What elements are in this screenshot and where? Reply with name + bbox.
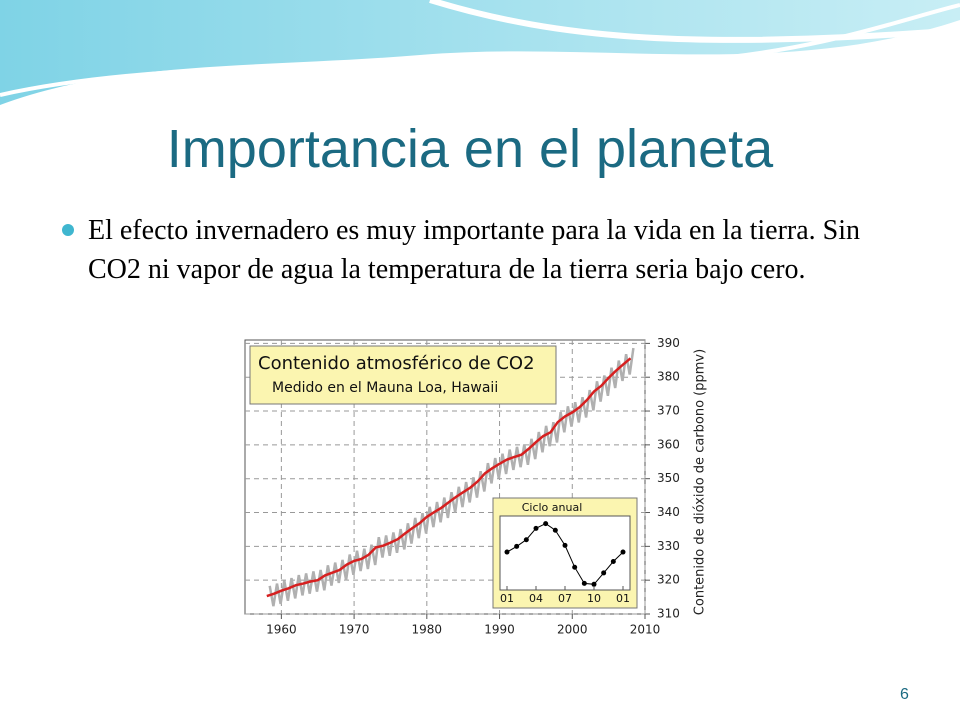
x-tick-label: 1960 — [266, 623, 297, 637]
y-tick-label: 350 — [657, 471, 680, 485]
chart-subtitle: Medido en el Mauna Loa, Hawaii — [272, 380, 498, 396]
bullet-dot — [62, 224, 74, 236]
y-tick-label: 390 — [657, 336, 680, 350]
inset-point — [552, 527, 558, 533]
inset-point — [523, 537, 529, 543]
header-wave-line — [0, 3, 960, 97]
series-line — [268, 347, 635, 607]
inset-point — [620, 549, 626, 555]
inset-point — [591, 581, 597, 587]
header-wave-line — [429, 0, 960, 43]
inset-point — [601, 570, 607, 576]
inset-point — [610, 559, 616, 565]
y-tick-label: 360 — [657, 437, 680, 451]
y-tick-label: 320 — [657, 573, 680, 587]
co2-chart: 310 320 330 340 350 360 370 380 390 1960 1970 1980 1… — [244, 336, 708, 637]
bullet-text: El efecto invernadero es muy importante … — [88, 215, 861, 285]
y-tick-label: 380 — [657, 370, 680, 384]
y-tick-label: 340 — [657, 505, 680, 519]
inset-tick-label: 04 — [529, 592, 543, 605]
y-axis-label: Contenido de dióxido de carbono (ppmv) — [693, 349, 708, 615]
y-tick-label: 330 — [657, 539, 680, 553]
x-tick-label: 1990 — [484, 623, 515, 637]
slide-title: Importancia en el planeta — [166, 119, 774, 179]
inset-title: Ciclo anual — [522, 501, 583, 514]
y-tick-label: 370 — [657, 404, 680, 418]
inset-point — [562, 542, 568, 548]
x-tick-label: 2000 — [557, 623, 588, 637]
x-tick-label: 1980 — [412, 623, 443, 637]
inset-point — [543, 521, 549, 527]
inset-point — [514, 543, 520, 549]
inset-tick-label: 10 — [587, 592, 601, 605]
title-box — [249, 345, 557, 405]
chart-title: Contenido atmosférico de CO2 — [258, 353, 535, 374]
inset-tick-label: 01 — [616, 592, 630, 605]
inset-point — [533, 525, 539, 531]
inset-tick-label: 07 — [558, 592, 572, 605]
inset-point — [504, 549, 510, 555]
page-number: 6 — [900, 686, 909, 703]
x-tick-label: 1970 — [339, 623, 370, 637]
header-wave — [0, 0, 960, 105]
y-tick-label: 310 — [657, 607, 680, 621]
inset-tick-label: 01 — [500, 592, 514, 605]
series-line — [266, 357, 632, 598]
x-tick-label: 2010 — [630, 623, 661, 637]
inset-plot — [499, 515, 631, 591]
inset-point — [581, 580, 587, 586]
inset-point — [572, 564, 578, 570]
